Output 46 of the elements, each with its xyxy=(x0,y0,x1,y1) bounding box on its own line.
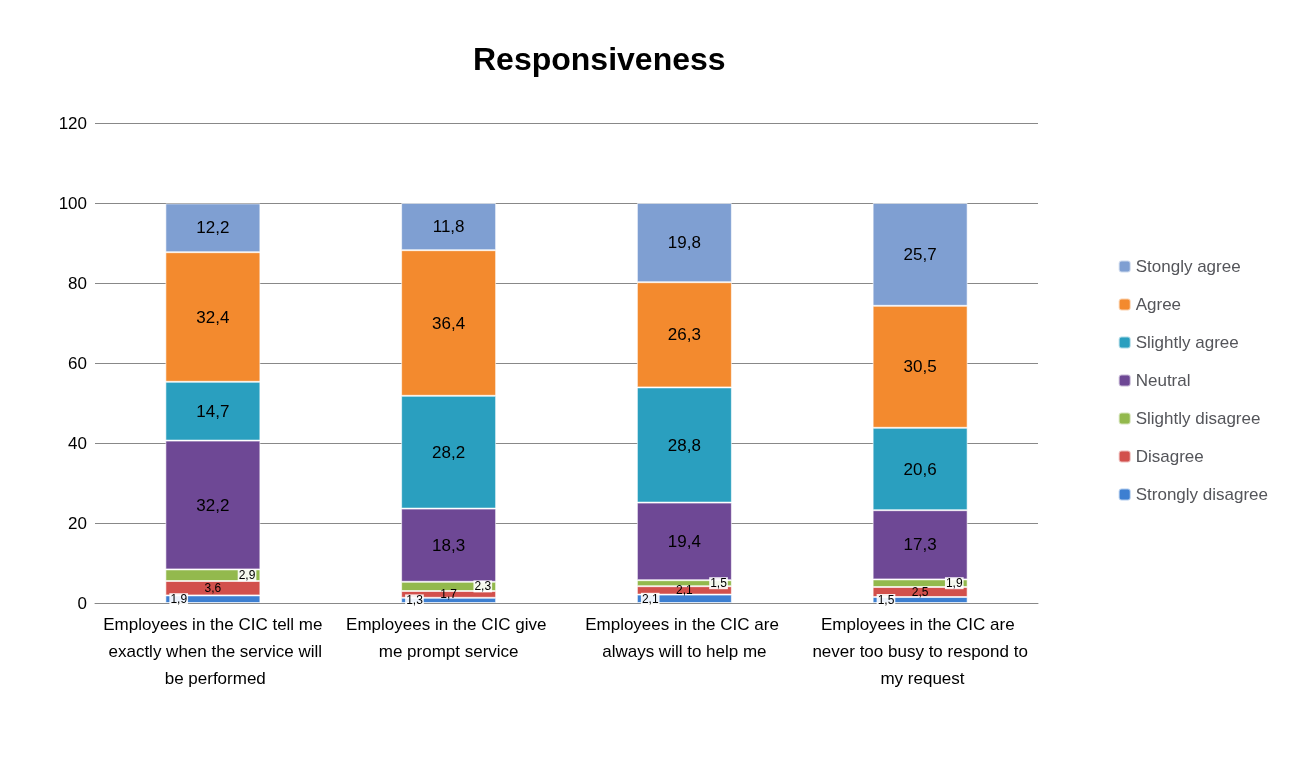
data-label: 14,7 xyxy=(196,401,230,421)
y-tick-label: 60 xyxy=(68,353,87,373)
data-label: 20,6 xyxy=(903,459,937,479)
legend-label: Disagree xyxy=(1135,447,1204,466)
data-label: 2,3 xyxy=(474,579,492,594)
data-label: 26,3 xyxy=(667,325,701,345)
legend-label: Slightly agree xyxy=(1135,333,1239,352)
y-tick-label: 100 xyxy=(58,193,87,213)
x-tick-label: Employees in the CIC tell me exactly when the service will be performed xyxy=(103,615,323,688)
data-label: 3,6 xyxy=(204,581,222,596)
data-label: 32,2 xyxy=(196,495,230,515)
data-label: 36,4 xyxy=(432,313,466,333)
data-label: 19,4 xyxy=(667,531,701,551)
data-label: 2,5 xyxy=(911,585,929,599)
legend-label: Slightly disagree xyxy=(1135,409,1261,428)
chart-title: Responsiveness xyxy=(473,41,726,77)
data-label: 28,8 xyxy=(667,435,701,455)
data-label: 19,8 xyxy=(667,233,701,253)
data-label: 1,9 xyxy=(170,592,188,607)
data-label: 30,5 xyxy=(903,357,937,377)
data-label: 1,9 xyxy=(945,576,963,591)
x-tick-label: Employees in the CIC are never too busy to respond to my request xyxy=(812,615,1028,688)
data-label: 32,4 xyxy=(196,307,230,327)
legend-label: Strongly disagree xyxy=(1135,485,1269,504)
legend-label: Agree xyxy=(1135,295,1182,314)
legend-label: Neutral xyxy=(1135,371,1191,390)
data-label: 17,3 xyxy=(903,535,937,555)
data-label: 25,7 xyxy=(903,244,937,264)
data-label: 12,2 xyxy=(196,218,230,238)
data-label: 2,1 xyxy=(676,583,694,598)
data-label: 2,9 xyxy=(238,568,256,583)
data-label: 1,3 xyxy=(406,593,424,608)
x-tick-label: Employees in the CIC give me prompt service xyxy=(346,615,552,661)
data-label: 28,2 xyxy=(432,442,466,462)
data-label: 18,3 xyxy=(432,535,466,555)
data-label: 11,8 xyxy=(432,217,465,237)
data-label: 1,5 xyxy=(877,593,895,607)
y-tick-label: 80 xyxy=(68,273,87,293)
x-tick-label: Employees in the CIC are always will to help me xyxy=(585,615,784,661)
y-tick-label: 120 xyxy=(58,113,87,133)
legend-label: Stongly agree xyxy=(1135,257,1241,276)
data-label: 2,1 xyxy=(641,591,659,606)
y-tick-label: 40 xyxy=(68,433,87,453)
data-label: 1,5 xyxy=(710,576,728,591)
y-tick-label: 0 xyxy=(77,593,87,613)
y-tick-label: 20 xyxy=(68,513,87,533)
